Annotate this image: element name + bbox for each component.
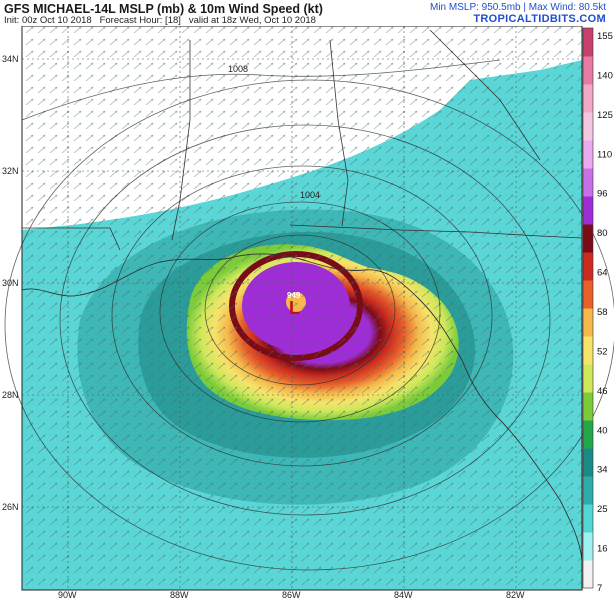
init-time: Init: 00z Oct 10 2018 [4, 15, 92, 26]
lon-label-84w: 84W [394, 590, 413, 600]
lon-label-86w: 86W [282, 590, 301, 600]
isobar-label-1004: 1004 [300, 190, 320, 200]
colorbar-tick-label: 34 [597, 465, 608, 476]
colorbar-tick-label: 40 [597, 425, 608, 436]
state-border-al-ga [329, 39, 349, 227]
colorbar-segment [583, 392, 593, 421]
colorbar-tick-label: 52 [597, 346, 608, 357]
colorbar-segment [583, 168, 593, 197]
low-pressure-symbol: L [289, 298, 300, 318]
map-subtitle: Init: 00z Oct 10 2018 Forecast Hour: [18… [4, 15, 316, 26]
forecast-hour: Forecast Hour: [18] [99, 15, 181, 26]
state-border-ga-sc [429, 29, 541, 161]
colorbar-segment [583, 140, 593, 169]
lat-label-28n: 28N [2, 390, 19, 400]
colorbar-segment [583, 28, 593, 57]
colorbar-segment [583, 56, 593, 85]
low-pressure-value: 949 [287, 291, 301, 300]
map-title: GFS MICHAEL-14L MSLP (mb) & 10m Wind Spe… [4, 2, 323, 16]
colorbar-tick-label: 25 [597, 504, 608, 515]
colorbar-segment [583, 504, 593, 533]
colorbar-tick-label: 96 [597, 189, 608, 200]
colorbar-tick-label: 64 [597, 268, 608, 279]
lat-label-32n: 32N [2, 166, 19, 176]
colorbar-tick-label: 125 [597, 110, 613, 121]
colorbar-segment [583, 560, 593, 589]
valid-time: valid at 18z Wed, Oct 10 2018 [188, 15, 316, 26]
colorbar-tick-label: 46 [597, 386, 608, 397]
colorbar-tick-label: 80 [597, 228, 608, 239]
colorbar-segment [583, 280, 593, 309]
isobars [4, 59, 614, 571]
colorbar-segment [583, 420, 593, 449]
colorbar-segment [583, 224, 593, 253]
lon-label-90w: 90W [58, 590, 77, 600]
wind-barb-layer [22, 26, 582, 590]
colorbar-segment [583, 336, 593, 365]
site-credit: TROPICALTIDBITS.COM [473, 13, 606, 25]
wind-speed-colorbar: 155 140 125 110 96 80 64 58 52 46 40 34 25 16 7 [582, 27, 613, 594]
state-border-ms-al [171, 40, 191, 241]
colorbar-tick-label: 155 [597, 31, 613, 42]
colorbar-segment [583, 364, 593, 393]
header-bar: GFS MICHAEL-14L MSLP (mb) & 10m Wind Spe… [0, 0, 614, 26]
lon-label-82w: 82W [506, 590, 525, 600]
colorbar-tick-label: 7 [597, 583, 602, 594]
coastline [21, 253, 583, 561]
colorbar-segment [583, 84, 593, 113]
isobar-label-1008: 1008 [228, 64, 248, 74]
colorbar-segment [583, 448, 593, 477]
colorbar-segment [583, 252, 593, 281]
colorbar-tick-label: 110 [597, 149, 612, 160]
colorbar-segment [583, 476, 593, 505]
colorbar-tick-label: 140 [597, 70, 613, 81]
colorbar-segment [583, 532, 593, 561]
lon-label-88w: 88W [170, 590, 189, 600]
colorbar-tick-label: 58 [597, 307, 608, 318]
lat-lon-grid [22, 26, 582, 590]
state-border-ga-fl [289, 224, 583, 239]
colorbar-tick-label: 16 [597, 544, 608, 555]
lat-label-26n: 26N [2, 502, 19, 512]
lat-label-34n: 34N [2, 54, 19, 64]
min-max-stats: Min MSLP: 950.5mb | Max Wind: 80.5kt [429, 2, 606, 13]
colorbar-segment [583, 308, 593, 337]
colorbar-segment [583, 112, 593, 141]
lat-label-30n: 30N [2, 278, 19, 288]
state-border-la-ms [22, 227, 121, 251]
colorbar-segment [583, 196, 593, 225]
forecast-map: 1008 1004 L 949 34N 32N 30N 28N 26N 90W … [0, 26, 614, 600]
